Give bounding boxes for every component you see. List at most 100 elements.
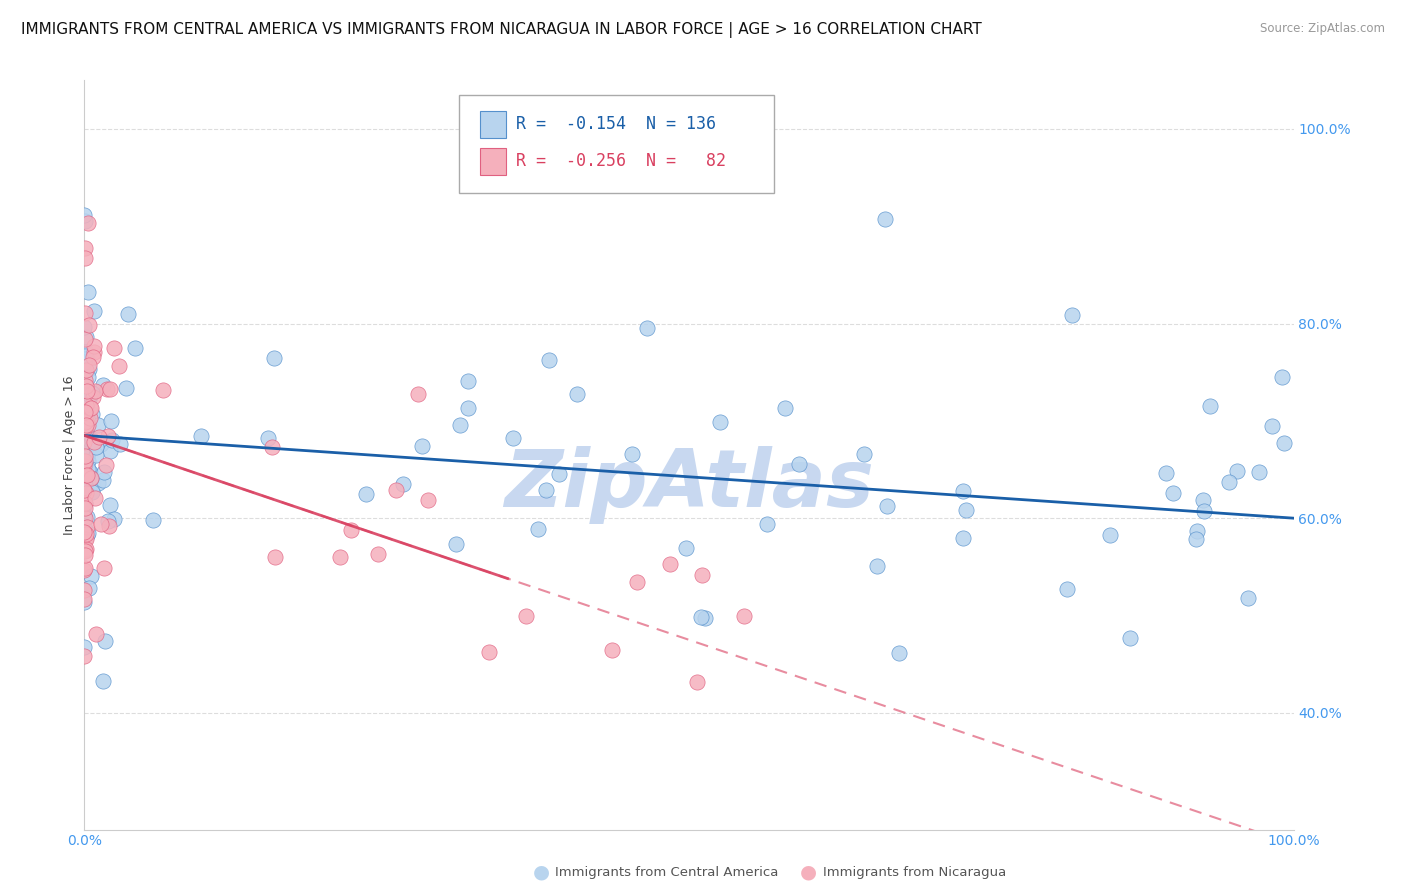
Point [93, 561, 115, 575]
Point [75, 384, 97, 399]
Text: ●: ● [800, 863, 817, 882]
Point [1237, 591, 1260, 606]
Point [76, 454, 98, 468]
Point [385, 483, 408, 497]
Point [87, 418, 110, 433]
Point [76, 468, 98, 483]
Point [75, 425, 97, 439]
Point [152, 384, 174, 398]
Point [79, 410, 101, 425]
Point [73, 398, 96, 412]
Point [73, 421, 96, 435]
Point [75, 362, 97, 376]
Point [775, 401, 797, 415]
Point [75, 398, 97, 412]
Point [76, 285, 98, 299]
Point [73, 561, 96, 575]
Point [77, 216, 100, 230]
Point [82, 351, 104, 365]
Point [76, 369, 98, 384]
Point [73, 349, 96, 363]
Point [86, 449, 108, 463]
Point [75, 485, 97, 500]
Point [693, 610, 716, 624]
Point [73, 407, 96, 421]
Point [77, 475, 100, 489]
Point [340, 524, 363, 538]
Point [502, 431, 524, 445]
Point [93, 466, 115, 480]
Point [1119, 631, 1142, 645]
Point [75, 306, 97, 320]
Point [96, 383, 118, 397]
Point [75, 532, 97, 546]
Point [75, 214, 97, 228]
Point [73, 434, 96, 449]
Point [1247, 466, 1270, 480]
Point [1272, 436, 1295, 450]
Point [75, 450, 97, 464]
Point [83, 339, 105, 353]
Point [1185, 532, 1208, 546]
Point [80, 401, 103, 416]
Point [94, 634, 117, 648]
Point [446, 537, 468, 551]
Text: R =  -0.154  N = 136: R = -0.154 N = 136 [516, 115, 716, 133]
Point [73, 415, 96, 429]
Point [75, 542, 97, 557]
Text: Immigrants from Central America: Immigrants from Central America [555, 866, 779, 879]
Point [450, 417, 472, 432]
Point [866, 559, 889, 574]
Point [457, 401, 479, 416]
Point [852, 447, 875, 461]
Point [527, 522, 550, 536]
Point [77, 464, 100, 478]
Point [263, 351, 285, 365]
Point [142, 513, 165, 527]
Point [75, 511, 97, 525]
Y-axis label: In Labor Force | Age > 16: In Labor Force | Age > 16 [63, 376, 76, 534]
Point [76, 414, 98, 428]
Point [77, 418, 100, 433]
Point [90, 437, 112, 451]
Point [84, 627, 107, 641]
Point [1056, 582, 1078, 596]
Point [73, 398, 96, 412]
Point [873, 211, 896, 226]
Point [82, 483, 104, 498]
Point [103, 341, 125, 355]
Point [87, 476, 110, 491]
Point [79, 388, 101, 402]
Point [73, 460, 96, 475]
Point [84, 439, 107, 453]
Point [73, 429, 96, 443]
Point [955, 503, 977, 517]
Point [600, 643, 623, 657]
FancyBboxPatch shape [479, 148, 506, 176]
Point [73, 595, 96, 609]
Point [675, 541, 697, 555]
Point [75, 533, 97, 547]
Point [82, 390, 104, 404]
Point [73, 251, 96, 265]
Point [478, 645, 501, 659]
Point [406, 387, 429, 401]
Point [80, 471, 103, 485]
Point [83, 344, 105, 359]
Point [76, 528, 98, 542]
Point [98, 498, 121, 512]
Point [80, 568, 103, 582]
Point [82, 475, 104, 489]
Point [73, 519, 96, 533]
Point [620, 447, 643, 461]
Point [75, 416, 97, 430]
Point [73, 483, 96, 498]
Point [73, 483, 96, 498]
Point [686, 674, 709, 689]
Point [190, 429, 212, 443]
Point [75, 417, 97, 432]
Point [73, 648, 96, 663]
Point [77, 392, 100, 407]
Point [91, 473, 114, 487]
Point [658, 557, 681, 571]
